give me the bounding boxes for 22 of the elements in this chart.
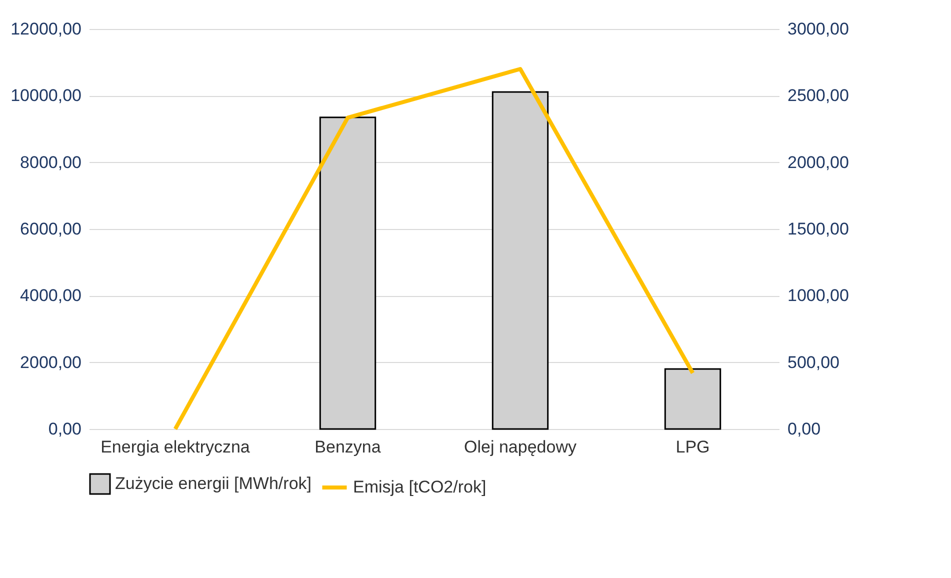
bar [664, 368, 722, 430]
legend-label: Emisja [tCO2/rok] [353, 478, 486, 496]
y-tick-label: 4000,00 [20, 286, 82, 306]
y-tick-label: 2000,00 [20, 352, 82, 372]
y2-tick-label: 3000,00 [788, 20, 849, 38]
y-tick-label: 10000,00 [10, 86, 82, 106]
y2-tick-label: 2000,00 [788, 152, 849, 172]
y-tick-label: 6000,00 [20, 220, 82, 238]
legend-label: Zużycie energii [MWh/rok] [115, 474, 312, 493]
y2-tick-label: 2500,00 [788, 86, 849, 106]
x-tick-label: Energia elektryczna [100, 438, 250, 456]
line-series [173, 67, 695, 431]
y-tick-label: 8000,00 [20, 152, 82, 172]
y2-tick-label: 0,00 [788, 420, 821, 438]
y2-tick-label: 500,00 [788, 352, 840, 372]
y-tick-label: 0,00 [48, 420, 82, 438]
y2-tick-label: 1000,00 [788, 286, 849, 306]
x-tick-label: Olej napędowy [464, 438, 577, 456]
x-tick-label: Benzyna [314, 438, 382, 456]
x-tick-label: LPG [676, 438, 710, 456]
y2-tick-label: 1500,00 [788, 220, 849, 238]
y-tick-label: 12000,00 [10, 20, 82, 38]
